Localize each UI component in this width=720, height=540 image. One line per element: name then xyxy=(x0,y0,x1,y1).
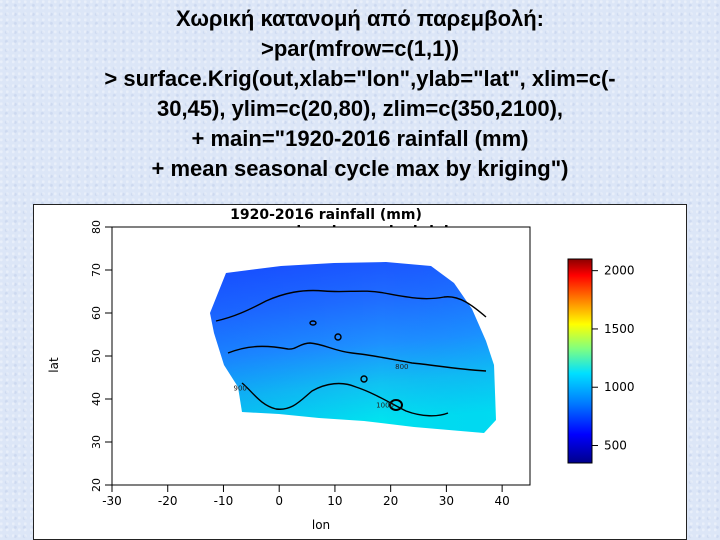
code-line-1: >par(mfrow=c(1,1)) xyxy=(260,36,460,61)
x-tick-label: 10 xyxy=(327,494,342,508)
code-line-2: > surface.Krig(out,xlab="lon",ylab="lat"… xyxy=(104,66,616,91)
contour-label: 900 xyxy=(233,384,246,392)
x-axis: -30 -20 -10 0 10 20 30 40 xyxy=(102,485,510,508)
slide-header: Χωρική κατανομή από παρεμβολή: >par(mfro… xyxy=(0,4,720,184)
y-tick-label: 60 xyxy=(90,306,103,320)
colorbar-ticks: 500 1000 1500 2000 xyxy=(592,264,635,453)
y-tick-label: 30 xyxy=(90,435,103,449)
colorbar-tick-label: 500 xyxy=(604,439,627,453)
slide-title: Χωρική κατανομή από παρεμβολή: xyxy=(175,6,545,31)
contour-label: 1000 xyxy=(376,402,394,410)
x-axis-label: lon xyxy=(312,518,330,532)
contour-ring-3 xyxy=(360,375,368,383)
x-tick-label: 20 xyxy=(383,494,398,508)
rainfall-surface-shading xyxy=(210,262,496,433)
contour-ring-2 xyxy=(334,333,342,341)
x-tick-label: 0 xyxy=(275,494,283,508)
x-tick-label: 30 xyxy=(439,494,454,508)
y-axis: 20 30 40 50 60 70 80 xyxy=(90,220,112,492)
colorbar: 500 1000 1500 2000 xyxy=(567,258,635,464)
contour-ring-1 xyxy=(389,399,403,411)
x-tick-label: 40 xyxy=(494,494,509,508)
y-tick-label: 80 xyxy=(90,220,103,234)
colorbar-fill xyxy=(567,258,593,464)
code-line-3: 30,45), ylim=c(20,80), zlim=c(350,2100), xyxy=(156,96,564,121)
plot-frame: 1920-2016 rainfall (mm) mean seasonal cy… xyxy=(33,204,687,540)
colorbar-tick-label: 1000 xyxy=(604,380,635,394)
x-tick-label: -10 xyxy=(214,494,234,508)
contour-label: 800 xyxy=(395,363,408,371)
y-tick-label: 50 xyxy=(90,349,103,363)
y-axis-label: lat xyxy=(47,357,61,373)
contour-ring-4 xyxy=(309,320,317,326)
y-tick-label: 70 xyxy=(90,263,103,277)
interpolated-field xyxy=(210,262,496,433)
contour-labels: 800 900 1000 xyxy=(233,363,408,410)
colorbar-tick-label: 1500 xyxy=(604,322,635,336)
colorbar-tick-label: 2000 xyxy=(604,264,635,278)
code-line-5: + mean seasonal cycle max by kriging") xyxy=(151,156,569,181)
contour-lines xyxy=(215,289,487,417)
x-tick-label: -30 xyxy=(102,494,122,508)
contour-lower xyxy=(241,382,449,417)
code-line-4: + main="1920-2016 rainfall (mm) xyxy=(191,126,529,151)
y-tick-label: 40 xyxy=(90,392,103,406)
contour-middle xyxy=(227,342,487,372)
chart-title: 1920-2016 rainfall (mm) xyxy=(230,207,422,223)
rainfall-kriging-plot: 1920-2016 rainfall (mm) mean seasonal cy… xyxy=(47,207,635,532)
x-tick-label: -20 xyxy=(158,494,178,508)
y-tick-label: 20 xyxy=(90,478,103,492)
contour-upper xyxy=(215,289,487,322)
